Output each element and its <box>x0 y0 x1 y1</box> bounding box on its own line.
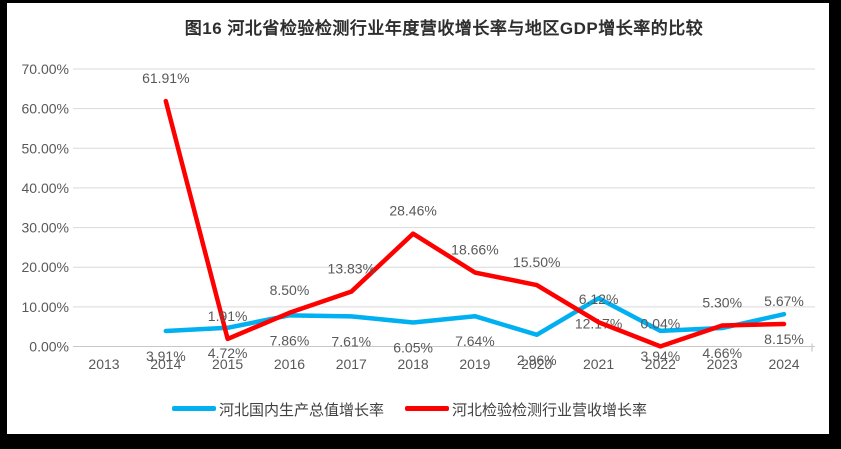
data-label: 7.61% <box>331 333 371 349</box>
data-label: 28.46% <box>389 203 436 219</box>
legend-swatch-revenue-line <box>405 406 449 411</box>
data-label: 7.86% <box>270 332 310 348</box>
data-label: 7.64% <box>455 333 495 349</box>
x-tick-label: 2021 <box>583 356 614 372</box>
data-label: 8.15% <box>764 331 804 347</box>
data-label: 1.91% <box>208 308 248 324</box>
data-label: 6.12% <box>579 291 619 307</box>
data-label: 18.66% <box>451 242 498 258</box>
x-tick-label: 2016 <box>274 356 305 372</box>
y-tick-label: 50.00% <box>22 140 69 156</box>
x-tick-label: 2017 <box>336 356 367 372</box>
x-tick-label: 2014 <box>150 356 181 372</box>
data-label: 5.30% <box>702 294 742 310</box>
chart-canvas: 0.00% 10.00% 20.00% 30.00% 40.00% 50.00% 60.00… <box>22 61 815 372</box>
series-line-0 <box>163 296 787 338</box>
x-tick-label: 2024 <box>768 356 799 372</box>
y-tick-label: 40.00% <box>22 180 69 196</box>
y-tick-label: 10.00% <box>22 299 69 315</box>
x-tick-label: 2015 <box>212 356 243 372</box>
data-label: 2.96% <box>517 352 557 368</box>
data-label: 13.83% <box>328 261 375 277</box>
data-label: 6.05% <box>393 340 433 356</box>
data-label: 61.91% <box>142 70 189 86</box>
y-tick-label: 20.00% <box>22 259 69 275</box>
y-tick-label: 60.00% <box>22 101 69 117</box>
data-label: 5.67% <box>764 293 804 309</box>
y-tick-label: 70.00% <box>22 61 69 77</box>
data-label: 0.04% <box>641 315 681 331</box>
data-label: 3.94% <box>641 348 681 364</box>
series-line-1 <box>163 98 787 349</box>
legend-swatch-gdp-line <box>172 406 216 411</box>
data-label: 3.91% <box>146 348 186 364</box>
data-label: 4.66% <box>702 345 742 361</box>
chart-title: 图16 河北省检验检测行业年度营收增长率与地区GDP增长率的比较 <box>184 19 704 38</box>
x-tick-label: 2022 <box>645 356 676 372</box>
legend-label-gdp: 河北国内生产总值增长率 <box>219 402 385 419</box>
data-label: 8.50% <box>270 282 310 298</box>
x-tick-label: 2019 <box>459 356 490 372</box>
data-label: 15.50% <box>513 254 560 270</box>
y-tick-label: 0.00% <box>29 339 69 355</box>
data-label: 4.72% <box>208 345 248 361</box>
y-tick-label: 30.00% <box>22 220 69 236</box>
chart-page: 图16 河北省检验检测行业年度营收增长率与地区GDP增长率的比较 0.00% 10… <box>7 3 829 434</box>
x-tick-label: 2018 <box>398 356 429 372</box>
legend-label-revenue: 河北检验检测行业营收增长率 <box>452 402 648 419</box>
x-tick-label: 2013 <box>88 356 119 372</box>
x-tick-label: 2023 <box>707 356 738 372</box>
x-tick-label: 2020 <box>521 356 552 372</box>
